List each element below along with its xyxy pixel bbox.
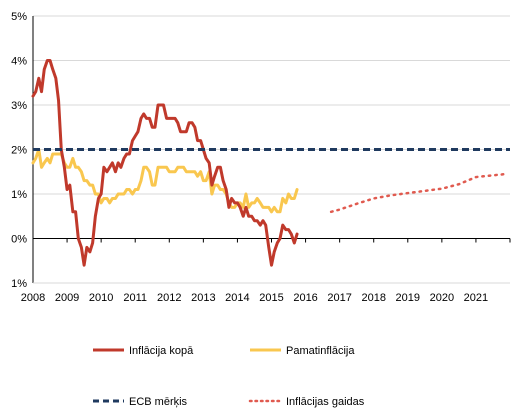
series-line-0 (31, 59, 299, 267)
y-tick-label: 4% (11, 56, 27, 68)
x-axis-labels: 2008 2009 2010 2011 2012 2013 2014 2015 2016 2017… (21, 292, 488, 304)
legend-label-pamatinflacija: Pamatinflācija (286, 345, 355, 357)
x-tick-label: 2014 (225, 292, 249, 304)
legend-item-ecb-merkis: ECB mērķis (93, 396, 188, 408)
y-tick-label: 0% (11, 234, 27, 246)
x-tick-label: 2015 (259, 292, 283, 304)
legend: Inflācija kopā Pamatinflācija ECB mērķis… (93, 345, 365, 408)
y-tick-label: 1% (11, 278, 27, 290)
x-tick-label: 2010 (89, 292, 113, 304)
legend-item-pamatinflacija: Pamatinflācija (250, 345, 355, 357)
x-tick-label: 2011 (123, 292, 147, 304)
x-tick-label: 2020 (430, 292, 454, 304)
x-tick-label: 2013 (191, 292, 215, 304)
y-tick-label: 5% (11, 11, 27, 23)
y-axis-labels: 5% 4% 3% 2% 1% 0% 1% (11, 11, 27, 290)
legend-label-inflacijas-gaidas: Inflācijas gaidas (286, 396, 365, 408)
x-tick-label: 2009 (55, 292, 79, 304)
x-tick-label: 2017 (327, 292, 351, 304)
x-tick-label: 2016 (293, 292, 317, 304)
series-line-3 (329, 172, 508, 214)
series-line-1 (31, 148, 299, 214)
y-tick-label: 3% (11, 100, 27, 112)
x-tick-label: 2008 (21, 292, 45, 304)
x-tick-label: 2019 (396, 292, 420, 304)
legend-label-ecb-merkis: ECB mērķis (129, 396, 188, 408)
series-lines (31, 59, 510, 267)
legend-item-inflacijas-gaidas: Inflācijas gaidas (248, 396, 365, 408)
x-tick-label: 2021 (464, 292, 488, 304)
x-tick-label: 2018 (361, 292, 385, 304)
y-tick-label: 2% (11, 145, 27, 157)
y-tick-label: 1% (11, 189, 27, 201)
legend-label-inflacija-kopa: Inflācija kopā (129, 345, 194, 357)
legend-item-inflacija-kopa: Inflācija kopā (93, 345, 194, 357)
x-tick-label: 2012 (157, 292, 181, 304)
